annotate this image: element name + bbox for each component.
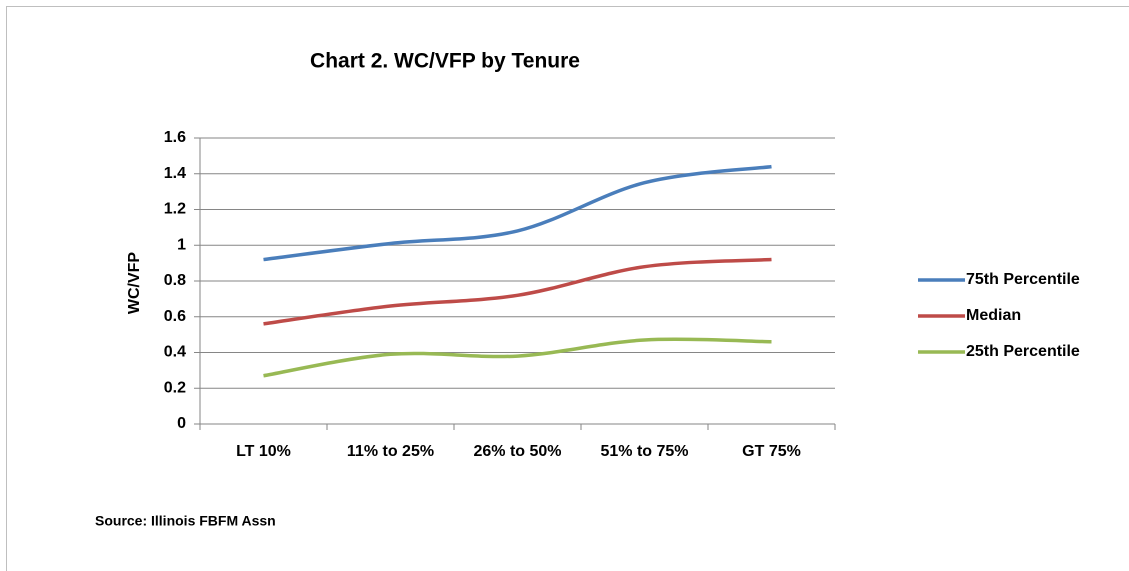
y-tick-label: 0.8	[164, 272, 186, 289]
x-tick-label: 11% to 25%	[347, 443, 434, 460]
source-note: Source: Illinois FBFM Assn	[95, 513, 276, 529]
y-tick-label: 1	[177, 236, 186, 253]
y-tick-label: 0	[177, 415, 186, 432]
x-tick-label: 26% to 50%	[473, 443, 561, 460]
y-tick-label: 0.2	[164, 379, 186, 396]
y-tick-label: 0.6	[164, 308, 186, 325]
y-tick-label: 0.4	[164, 344, 186, 361]
series-line	[263, 337, 772, 378]
legend-label: 25th Percentile	[966, 343, 1080, 360]
series-line	[263, 164, 772, 262]
series-line	[263, 257, 772, 326]
y-tick-label: 1.4	[164, 165, 186, 182]
legend-label: Median	[966, 307, 1021, 324]
y-axis-label: WC/VFP	[126, 252, 143, 315]
x-tick-label: GT 75%	[742, 443, 801, 460]
y-tick-label: 1.6	[164, 129, 186, 146]
x-tick-label: LT 10%	[236, 443, 291, 460]
legend-label: 75th Percentile	[966, 271, 1080, 288]
chart-title: Chart 2. WC/VFP by Tenure	[310, 50, 580, 73]
chart-frame	[6, 6, 1129, 571]
y-tick-label: 1.2	[164, 201, 186, 218]
x-tick-label: 51% to 75%	[600, 443, 688, 460]
